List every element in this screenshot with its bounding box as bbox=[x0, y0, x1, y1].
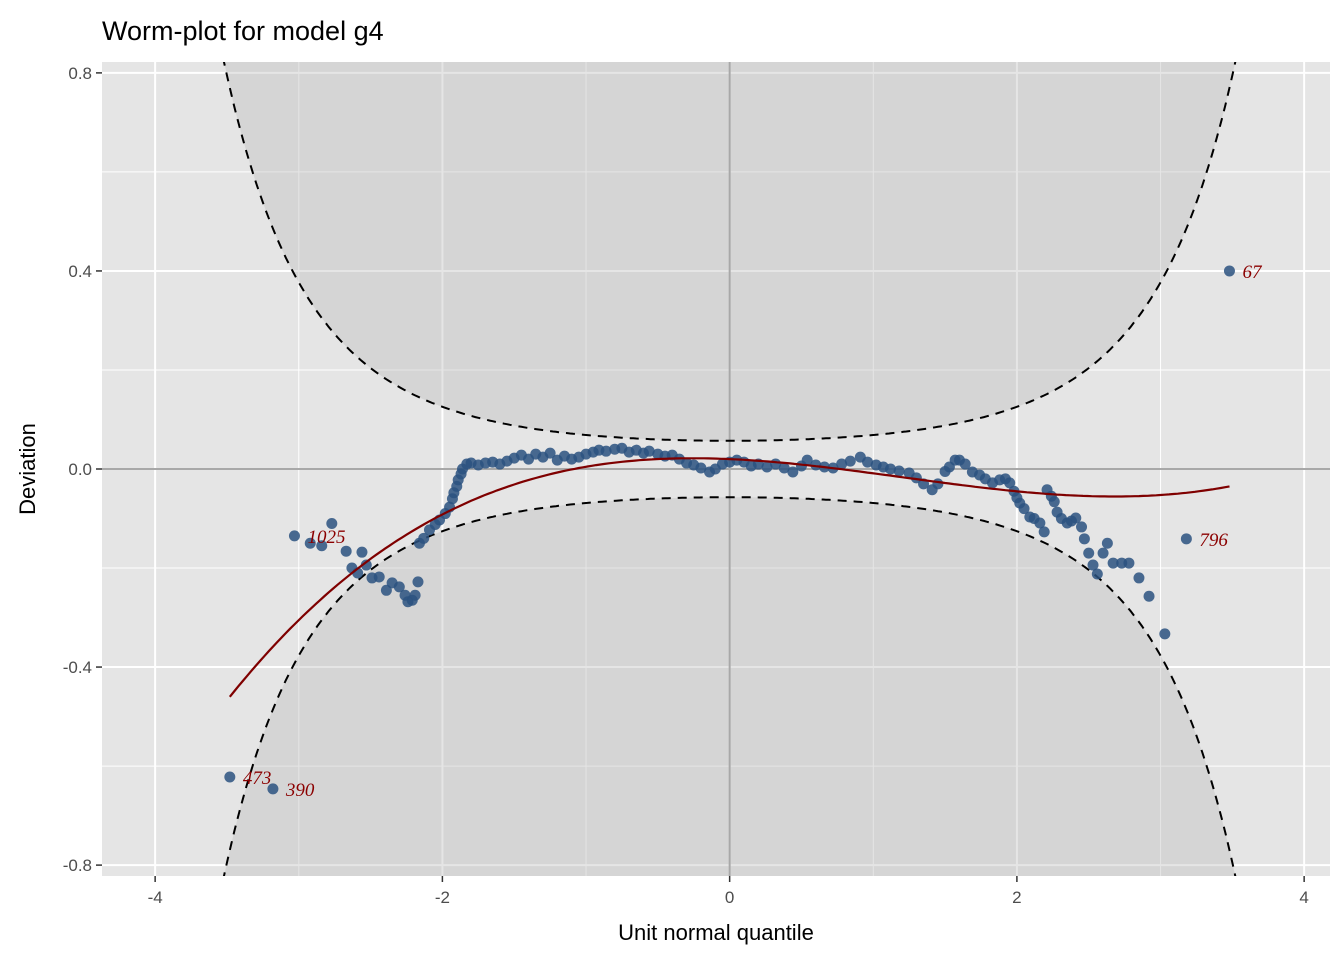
data-point bbox=[1143, 590, 1155, 602]
x-tick-label: 4 bbox=[1299, 888, 1308, 907]
data-point bbox=[1083, 547, 1095, 559]
data-point bbox=[810, 459, 822, 471]
point-label: 473 bbox=[243, 768, 272, 789]
data-point bbox=[643, 445, 655, 457]
point-label: 67 bbox=[1242, 262, 1263, 283]
data-point bbox=[373, 571, 385, 583]
data-point bbox=[1076, 521, 1088, 533]
data-point bbox=[380, 584, 392, 596]
data-point bbox=[761, 461, 773, 473]
data-point bbox=[409, 589, 421, 601]
data-point bbox=[1159, 628, 1171, 640]
data-point bbox=[695, 462, 707, 474]
chart-title: Worm-plot for model g4 bbox=[102, 16, 384, 46]
data-point bbox=[885, 463, 897, 475]
y-tick-label: 0.8 bbox=[68, 64, 92, 83]
data-point bbox=[932, 478, 944, 490]
data-point bbox=[1018, 503, 1030, 515]
data-point bbox=[267, 783, 279, 795]
data-point bbox=[1087, 559, 1099, 571]
data-point bbox=[1107, 557, 1119, 569]
data-point bbox=[393, 581, 405, 593]
data-point bbox=[1133, 572, 1145, 584]
fitted-curve bbox=[228, 457, 1230, 698]
data-point bbox=[1223, 265, 1235, 277]
data-point bbox=[959, 458, 971, 470]
data-point bbox=[304, 537, 316, 549]
data-point bbox=[1101, 537, 1113, 549]
data-point bbox=[412, 576, 424, 588]
x-tick-label: -4 bbox=[148, 888, 163, 907]
data-point bbox=[1097, 547, 1109, 559]
data-point bbox=[1078, 533, 1090, 545]
clipped-layer: 1025 796 67 473 390 bbox=[102, 62, 1330, 876]
data-point bbox=[224, 771, 236, 783]
data-point bbox=[1038, 526, 1050, 538]
lower-shaded-region bbox=[158, 497, 1273, 876]
point-label: 1025 bbox=[307, 527, 345, 548]
data-point bbox=[844, 455, 856, 467]
data-point bbox=[1048, 496, 1060, 508]
data-point bbox=[288, 530, 300, 542]
data-point bbox=[418, 532, 430, 544]
data-point bbox=[1034, 517, 1046, 529]
x-tick-label: 2 bbox=[1012, 888, 1021, 907]
x-axis-title: Unit normal quantile bbox=[618, 920, 814, 945]
data-point bbox=[360, 559, 372, 571]
lower-confidence-line bbox=[222, 496, 1237, 876]
data-point bbox=[1004, 477, 1016, 489]
data-point bbox=[544, 447, 556, 459]
data-point bbox=[1180, 533, 1192, 545]
data-point bbox=[778, 462, 790, 474]
data-point bbox=[356, 546, 368, 558]
x-tick-label: -2 bbox=[435, 888, 450, 907]
data-point bbox=[1091, 568, 1103, 580]
data-point bbox=[893, 465, 905, 477]
data-point bbox=[862, 456, 874, 468]
point-label: 390 bbox=[285, 780, 315, 801]
data-point bbox=[600, 445, 612, 457]
data-point bbox=[316, 540, 328, 552]
data-point bbox=[801, 454, 813, 466]
y-tick-label: -0.8 bbox=[63, 856, 92, 875]
data-point bbox=[326, 517, 338, 529]
y-tick-label: 0.4 bbox=[68, 262, 92, 281]
data-point bbox=[1070, 512, 1082, 524]
data-point bbox=[340, 545, 352, 557]
y-tick-label: -0.4 bbox=[63, 658, 92, 677]
data-point bbox=[787, 466, 799, 478]
plot-panel: 1025 796 67 473 390 bbox=[102, 62, 1330, 876]
x-tick-label: 0 bbox=[725, 888, 734, 907]
upper-confidence-line bbox=[222, 62, 1237, 442]
data-point bbox=[1123, 557, 1135, 569]
point-label: 796 bbox=[1199, 530, 1228, 551]
y-axis-title: Deviation bbox=[15, 423, 40, 515]
data-point bbox=[836, 458, 848, 470]
upper-shaded-region bbox=[158, 62, 1273, 441]
y-tick-label: 0.0 bbox=[68, 460, 92, 479]
